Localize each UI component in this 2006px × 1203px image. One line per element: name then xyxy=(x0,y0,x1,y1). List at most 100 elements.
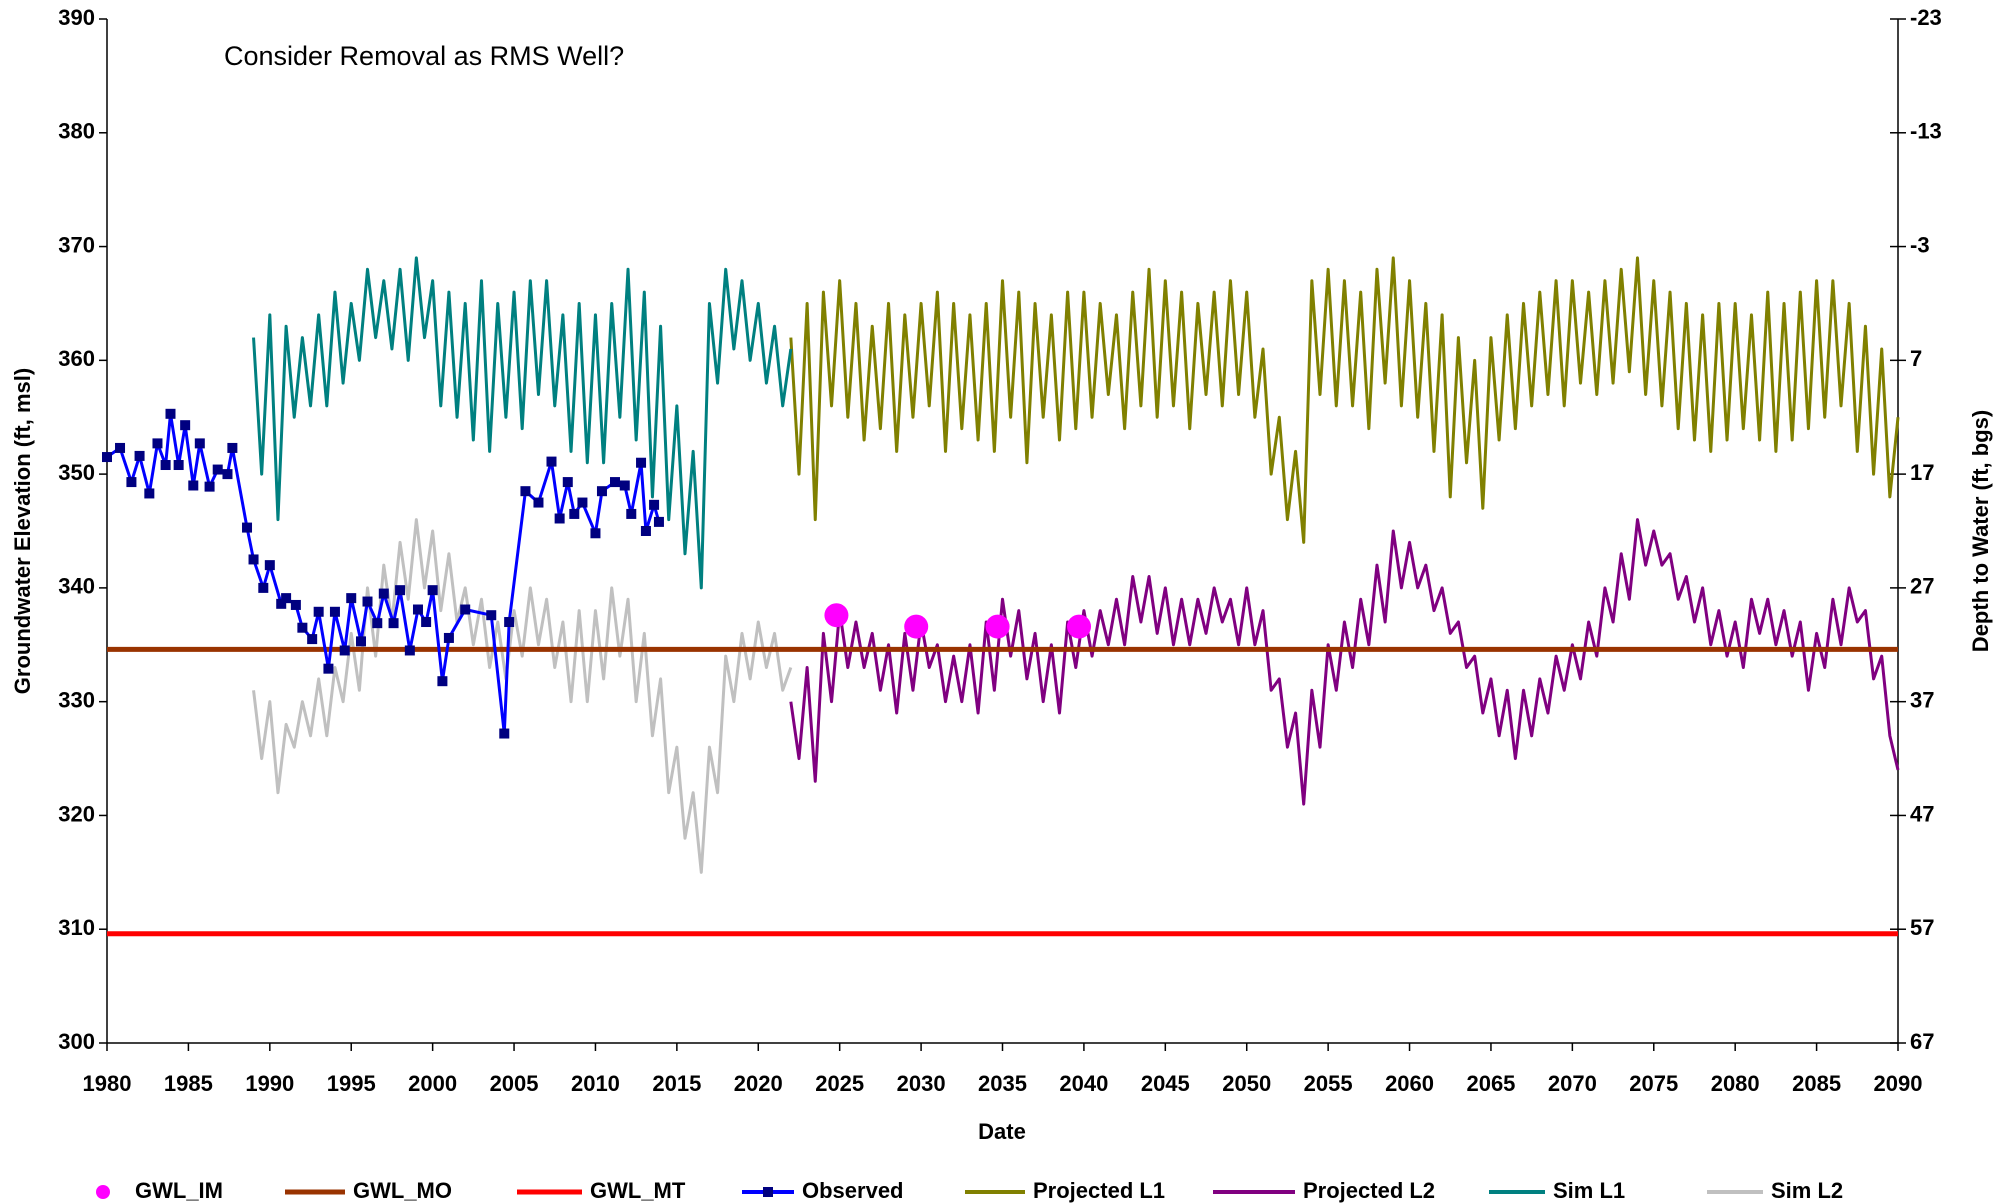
point xyxy=(437,676,448,687)
point xyxy=(1067,614,1092,639)
legend-label: Projected L2 xyxy=(1303,1178,1435,1203)
point xyxy=(460,604,471,615)
x-tick-label: 2090 xyxy=(1874,1071,1923,1096)
y-tick-label: 390 xyxy=(58,5,95,30)
series-line xyxy=(252,518,793,874)
point xyxy=(126,477,137,488)
legend-swatch xyxy=(96,1185,110,1199)
y2-tick-label: -3 xyxy=(1910,232,1930,257)
point xyxy=(395,585,406,596)
series-line xyxy=(252,256,793,590)
point xyxy=(649,499,660,510)
point xyxy=(258,582,269,593)
point xyxy=(412,604,423,615)
legend-item: Sim L2 xyxy=(1707,1178,1843,1203)
x-tick-label: 2000 xyxy=(408,1071,457,1096)
legend-label: Sim L2 xyxy=(1771,1178,1843,1203)
x-tick-label: 2080 xyxy=(1711,1071,1760,1096)
x-tick-label: 2085 xyxy=(1792,1071,1841,1096)
series-line xyxy=(789,518,1900,806)
point xyxy=(313,606,324,617)
x-tick-label: 2020 xyxy=(734,1071,783,1096)
point xyxy=(378,588,389,599)
legend-label: GWL_IM xyxy=(135,1178,223,1203)
legend-label: Projected L1 xyxy=(1033,1178,1165,1203)
point xyxy=(115,442,126,453)
x-tick-label: 2070 xyxy=(1548,1071,1597,1096)
point xyxy=(636,457,647,468)
x-tick-label: 2030 xyxy=(897,1071,946,1096)
point xyxy=(329,606,340,617)
point xyxy=(188,480,199,491)
point xyxy=(904,614,929,639)
point xyxy=(619,480,630,491)
point xyxy=(281,593,292,604)
x-tick-label: 2050 xyxy=(1222,1071,1271,1096)
annotation: Consider Removal as RMS Well? xyxy=(224,41,624,71)
legend-item: Projected L2 xyxy=(1213,1178,1435,1203)
x-tick-label: 2010 xyxy=(571,1071,620,1096)
point xyxy=(102,452,112,463)
point xyxy=(985,614,1010,639)
point xyxy=(194,438,205,449)
point xyxy=(323,663,334,674)
y2-tick-label: 27 xyxy=(1910,574,1934,599)
legend-swatch xyxy=(763,1187,773,1197)
y2-tick-label: 37 xyxy=(1910,687,1934,712)
legend-item: GWL_MT xyxy=(517,1178,686,1203)
legend-item: GWL_MO xyxy=(285,1178,452,1203)
point xyxy=(242,522,253,533)
point xyxy=(577,497,588,508)
point xyxy=(180,420,191,431)
y-tick-label: 330 xyxy=(58,687,95,712)
point xyxy=(486,610,497,621)
legend-item: Projected L1 xyxy=(965,1178,1165,1203)
y2-tick-label: 57 xyxy=(1910,915,1934,940)
point xyxy=(152,438,163,449)
y-tick-label: 320 xyxy=(58,801,95,826)
point xyxy=(520,486,531,497)
point xyxy=(653,516,664,527)
legend-label: GWL_MO xyxy=(353,1178,452,1203)
y-axis-title: Groundwater Elevation (ft, msl) xyxy=(10,368,35,694)
point xyxy=(362,596,373,607)
x-tick-label: 1990 xyxy=(245,1071,294,1096)
point xyxy=(554,513,565,524)
point xyxy=(222,469,233,480)
x-tick-label: 2045 xyxy=(1141,1071,1190,1096)
point xyxy=(346,593,357,604)
y-tick-label: 380 xyxy=(58,119,95,144)
point xyxy=(404,645,415,656)
x-tick-label: 2065 xyxy=(1466,1071,1515,1096)
point xyxy=(204,481,215,492)
x-tick-label: 2035 xyxy=(978,1071,1027,1096)
point xyxy=(144,488,155,499)
y2-tick-label: 7 xyxy=(1910,346,1922,371)
point xyxy=(596,486,607,497)
point xyxy=(499,728,510,739)
y2-tick-label: -13 xyxy=(1910,119,1942,144)
x-tick-label: 2060 xyxy=(1385,1071,1434,1096)
point xyxy=(427,585,438,596)
point xyxy=(264,560,275,571)
y2-tick-label: 47 xyxy=(1910,801,1934,826)
x-tick-label: 2005 xyxy=(490,1071,539,1096)
y-tick-label: 360 xyxy=(58,346,95,371)
point xyxy=(824,603,849,628)
x-tick-label: 1985 xyxy=(164,1071,213,1096)
x-tick-label: 2040 xyxy=(1059,1071,1108,1096)
point xyxy=(562,477,573,488)
x-tick-label: 2015 xyxy=(652,1071,701,1096)
point xyxy=(546,456,557,467)
point xyxy=(248,554,259,565)
legend-item: GWL_IM xyxy=(96,1178,223,1203)
point xyxy=(504,617,515,628)
legend-label: Sim L1 xyxy=(1553,1178,1625,1203)
series-line xyxy=(106,412,661,736)
point xyxy=(307,634,318,645)
x-tick-label: 2025 xyxy=(815,1071,864,1096)
point xyxy=(297,622,308,633)
legend-label: Observed xyxy=(802,1178,904,1203)
point xyxy=(355,636,366,647)
